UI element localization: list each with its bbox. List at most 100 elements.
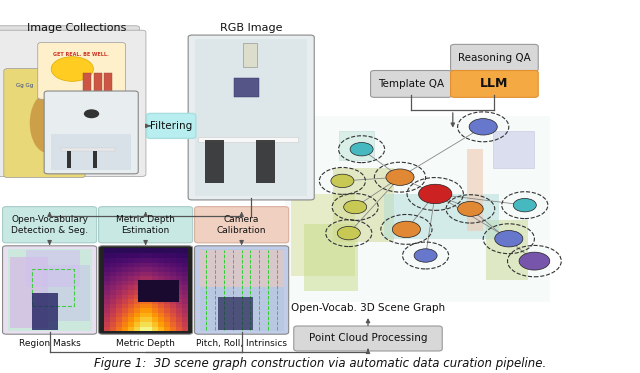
Bar: [339, 131, 374, 160]
Bar: [152, 317, 158, 322]
Bar: [122, 317, 128, 322]
Bar: [152, 248, 158, 253]
Bar: [122, 276, 128, 281]
Bar: [182, 308, 188, 313]
Bar: [152, 271, 158, 276]
Bar: [140, 299, 147, 304]
FancyBboxPatch shape: [38, 43, 125, 99]
Bar: [152, 299, 158, 304]
Bar: [104, 326, 110, 331]
Bar: [109, 258, 116, 263]
Bar: [127, 276, 134, 281]
Ellipse shape: [29, 93, 65, 153]
Bar: [104, 262, 110, 267]
Bar: [170, 267, 176, 272]
Bar: [175, 271, 182, 276]
Bar: [164, 280, 170, 285]
Bar: [175, 308, 182, 313]
Bar: [104, 253, 110, 258]
Bar: [164, 289, 170, 295]
Bar: [104, 280, 110, 285]
Circle shape: [386, 169, 414, 185]
Circle shape: [337, 226, 360, 240]
Bar: [146, 276, 152, 281]
Bar: [104, 73, 112, 93]
Bar: [140, 267, 147, 272]
Bar: [164, 299, 170, 304]
Bar: [170, 299, 176, 304]
Bar: [134, 267, 140, 272]
FancyBboxPatch shape: [3, 246, 97, 334]
Bar: [157, 303, 164, 308]
Text: Template QA: Template QA: [378, 79, 444, 89]
Bar: [170, 322, 176, 327]
Bar: [164, 276, 170, 281]
Bar: [175, 258, 182, 263]
Bar: [146, 285, 152, 290]
Bar: [152, 280, 158, 285]
Bar: [122, 267, 128, 272]
Bar: [152, 313, 158, 317]
Bar: [182, 303, 188, 308]
FancyBboxPatch shape: [3, 207, 97, 243]
Circle shape: [513, 198, 536, 212]
Bar: [116, 262, 122, 267]
Bar: [152, 322, 158, 327]
Bar: [122, 299, 128, 304]
Bar: [140, 322, 147, 327]
Bar: [109, 294, 116, 299]
Bar: [93, 151, 97, 168]
Bar: [116, 289, 122, 295]
Bar: [127, 267, 134, 272]
Bar: [182, 326, 188, 331]
Circle shape: [458, 201, 483, 216]
Bar: [146, 303, 152, 308]
Bar: [109, 285, 116, 290]
Circle shape: [414, 249, 437, 262]
Bar: [170, 289, 176, 295]
Bar: [205, 140, 224, 183]
Bar: [127, 299, 134, 304]
FancyBboxPatch shape: [0, 26, 140, 172]
Bar: [200, 249, 284, 331]
Bar: [175, 294, 182, 299]
Bar: [116, 313, 122, 317]
Bar: [152, 285, 158, 290]
Circle shape: [419, 184, 452, 204]
Bar: [122, 285, 128, 290]
Bar: [116, 294, 122, 299]
Text: Metric Depth: Metric Depth: [116, 339, 175, 348]
Bar: [104, 267, 110, 272]
Bar: [116, 271, 122, 276]
Bar: [104, 308, 110, 313]
Bar: [170, 303, 176, 308]
Bar: [182, 258, 188, 263]
Text: Filtering: Filtering: [150, 121, 193, 131]
Bar: [170, 313, 176, 317]
Bar: [10, 257, 48, 328]
Bar: [304, 224, 358, 291]
Bar: [164, 326, 170, 331]
Circle shape: [344, 200, 367, 214]
Bar: [243, 43, 257, 67]
Bar: [116, 267, 122, 272]
Bar: [384, 194, 499, 239]
Bar: [157, 294, 164, 299]
Bar: [26, 250, 80, 287]
Bar: [116, 248, 122, 253]
Bar: [138, 280, 179, 302]
Bar: [146, 326, 152, 331]
Bar: [146, 258, 152, 263]
FancyBboxPatch shape: [44, 91, 138, 174]
Bar: [170, 285, 176, 290]
Bar: [170, 248, 176, 253]
Bar: [134, 285, 140, 290]
Bar: [164, 322, 170, 327]
Circle shape: [350, 142, 373, 156]
Bar: [146, 262, 152, 267]
Bar: [104, 299, 110, 304]
Bar: [127, 285, 134, 290]
Bar: [109, 322, 116, 327]
Bar: [122, 271, 128, 276]
Bar: [134, 326, 140, 331]
